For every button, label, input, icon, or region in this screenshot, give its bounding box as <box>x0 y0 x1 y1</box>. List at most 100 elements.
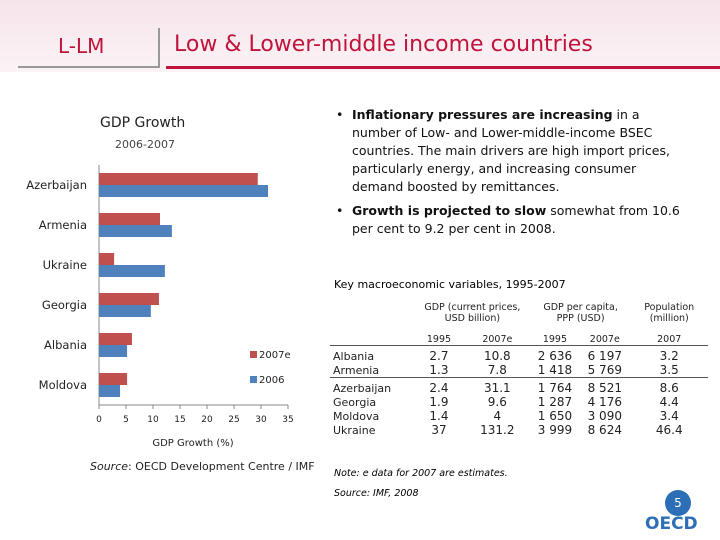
corner <box>330 332 414 346</box>
legend-swatch <box>250 351 257 358</box>
column-header: 1995 <box>426 334 452 345</box>
bar <box>99 265 165 277</box>
cell: 37 <box>431 423 447 437</box>
bullet-bold: Inflationary pressures are increasing <box>352 107 613 122</box>
header-band <box>0 0 720 72</box>
legend-label: 2007e <box>259 350 291 361</box>
x-tick-label: 10 <box>147 415 159 425</box>
row-label: Azerbaijan <box>330 377 414 395</box>
cell: 4 176 <box>587 395 622 409</box>
row-label: Moldova <box>333 409 380 423</box>
bullet: • Growth is projected to slow somewhat fr… <box>336 203 680 236</box>
cell: 131.2 <box>480 423 515 437</box>
bar <box>99 225 172 237</box>
bar <box>99 385 121 397</box>
column-header: 2007e <box>482 334 513 345</box>
bullets: • Inflationary pressures are increasing i… <box>336 106 686 238</box>
legend-swatch <box>250 376 257 383</box>
cell: 1.3 <box>429 363 449 377</box>
cell: 2 636 <box>530 345 580 363</box>
cell: 1 287 <box>537 395 573 409</box>
table-source: Source: IMF, 2008 <box>334 488 419 499</box>
bar <box>99 293 159 305</box>
bullet-text: in a number of Low- and Lower-middle-inc… <box>352 107 670 194</box>
y-tick-label: Moldova <box>39 378 87 392</box>
y-tick-label: Georgia <box>42 298 87 312</box>
x-tick-label: 20 <box>201 415 213 425</box>
y-tick-label: Ukraine <box>43 258 87 272</box>
cell: 5 769 <box>587 363 622 377</box>
cell: 1 418 <box>537 363 573 377</box>
source-text: : OECD Development Centre / IMF <box>128 460 315 473</box>
logo: OECD <box>645 514 698 534</box>
tag-box <box>18 28 160 68</box>
table: GDP (current prices, USD billion) GDP per… <box>330 302 708 437</box>
x-tick-label: 0 <box>96 415 102 425</box>
x-axis-label: GDP Growth (%) <box>152 438 233 449</box>
cell: 7.8 <box>487 363 507 377</box>
header-rule <box>166 66 720 69</box>
cell: 3 090 <box>587 409 622 423</box>
bullet-text: somewhat from 10.6 per cent to 9.2 per c… <box>352 203 680 236</box>
x-tick-label: 5 <box>123 415 129 425</box>
cell: 4 <box>493 409 502 423</box>
bar <box>99 253 115 265</box>
cell: 3 999 <box>537 423 573 437</box>
table-row: Armenia 1.3 7.8 1 418 5 769 3.5 <box>330 363 708 378</box>
cell: 3.2 <box>630 345 708 363</box>
table-note: Note: e data for 2007 are estimates. <box>334 468 508 479</box>
cell: 8.6 <box>630 377 708 395</box>
bullet-bold: Growth is projected to slow <box>352 203 547 218</box>
cell: 6 197 <box>579 345 631 363</box>
group-header: GDP per capita, PPP (USD) <box>543 302 618 324</box>
chart-subtitle: 2006-2007 <box>115 138 175 151</box>
cell: 2.4 <box>414 377 464 395</box>
cell: 10.8 <box>463 345 531 363</box>
row-label: Georgia <box>333 395 377 409</box>
legend-label: 2006 <box>259 375 284 386</box>
cell: 8 624 <box>587 423 622 437</box>
row-label: Albania <box>330 345 414 363</box>
table-row: Moldova 1.4 4 1 650 3 090 3.4 <box>330 409 708 423</box>
x-tick-label: 30 <box>255 415 267 425</box>
title: Low & Lower-middle income countries <box>174 32 593 57</box>
y-tick-label: Armenia <box>39 218 87 232</box>
cell: 8 521 <box>579 377 631 395</box>
table-title: Key macroeconomic variables, 1995-2007 <box>334 278 566 291</box>
bar <box>99 305 151 317</box>
cell: 1 764 <box>530 377 580 395</box>
cell: 1.9 <box>429 395 449 409</box>
bar <box>99 333 132 345</box>
cell: 1 650 <box>537 409 573 423</box>
page-number: 5 <box>665 490 691 516</box>
row-label: Ukraine <box>333 423 376 437</box>
x-tick-label: 15 <box>174 415 185 425</box>
header-row: GDP (current prices, USD billion) GDP per… <box>330 302 708 332</box>
y-tick-label: Albania <box>44 338 87 352</box>
table-row: Ukraine 37 131.2 3 999 8 624 46.4 <box>330 423 708 437</box>
corner <box>330 302 414 332</box>
group-header: GDP (current prices, USD billion) <box>424 302 521 324</box>
column-header: 2007e <box>589 334 620 345</box>
column-header: 2007 <box>657 334 682 345</box>
bar <box>99 173 258 185</box>
bullet: • Inflationary pressures are increasing i… <box>336 107 670 194</box>
table-wrap: GDP (current prices, USD billion) GDP per… <box>330 302 708 437</box>
chart-source: Source: OECD Development Centre / IMF <box>90 460 315 473</box>
cell: 3.4 <box>659 409 679 423</box>
x-tick-label: 35 <box>282 415 293 425</box>
bar <box>99 185 269 197</box>
table-row: Azerbaijan 2.4 31.1 1 764 8 521 8.6 <box>330 377 708 395</box>
x-tick-label: 25 <box>228 415 239 425</box>
y-tick-label: Azerbaijan <box>26 178 87 192</box>
table-row: Albania 2.7 10.8 2 636 6 197 3.2 <box>330 345 708 363</box>
cell: 9.6 <box>487 395 507 409</box>
column-header: 1995 <box>542 334 568 345</box>
cell: 3.5 <box>659 363 679 377</box>
bar <box>99 373 128 385</box>
cell: 4.4 <box>659 395 679 409</box>
table-row: Georgia 1.9 9.6 1 287 4 176 4.4 <box>330 395 708 409</box>
source-label: Source <box>90 460 128 473</box>
